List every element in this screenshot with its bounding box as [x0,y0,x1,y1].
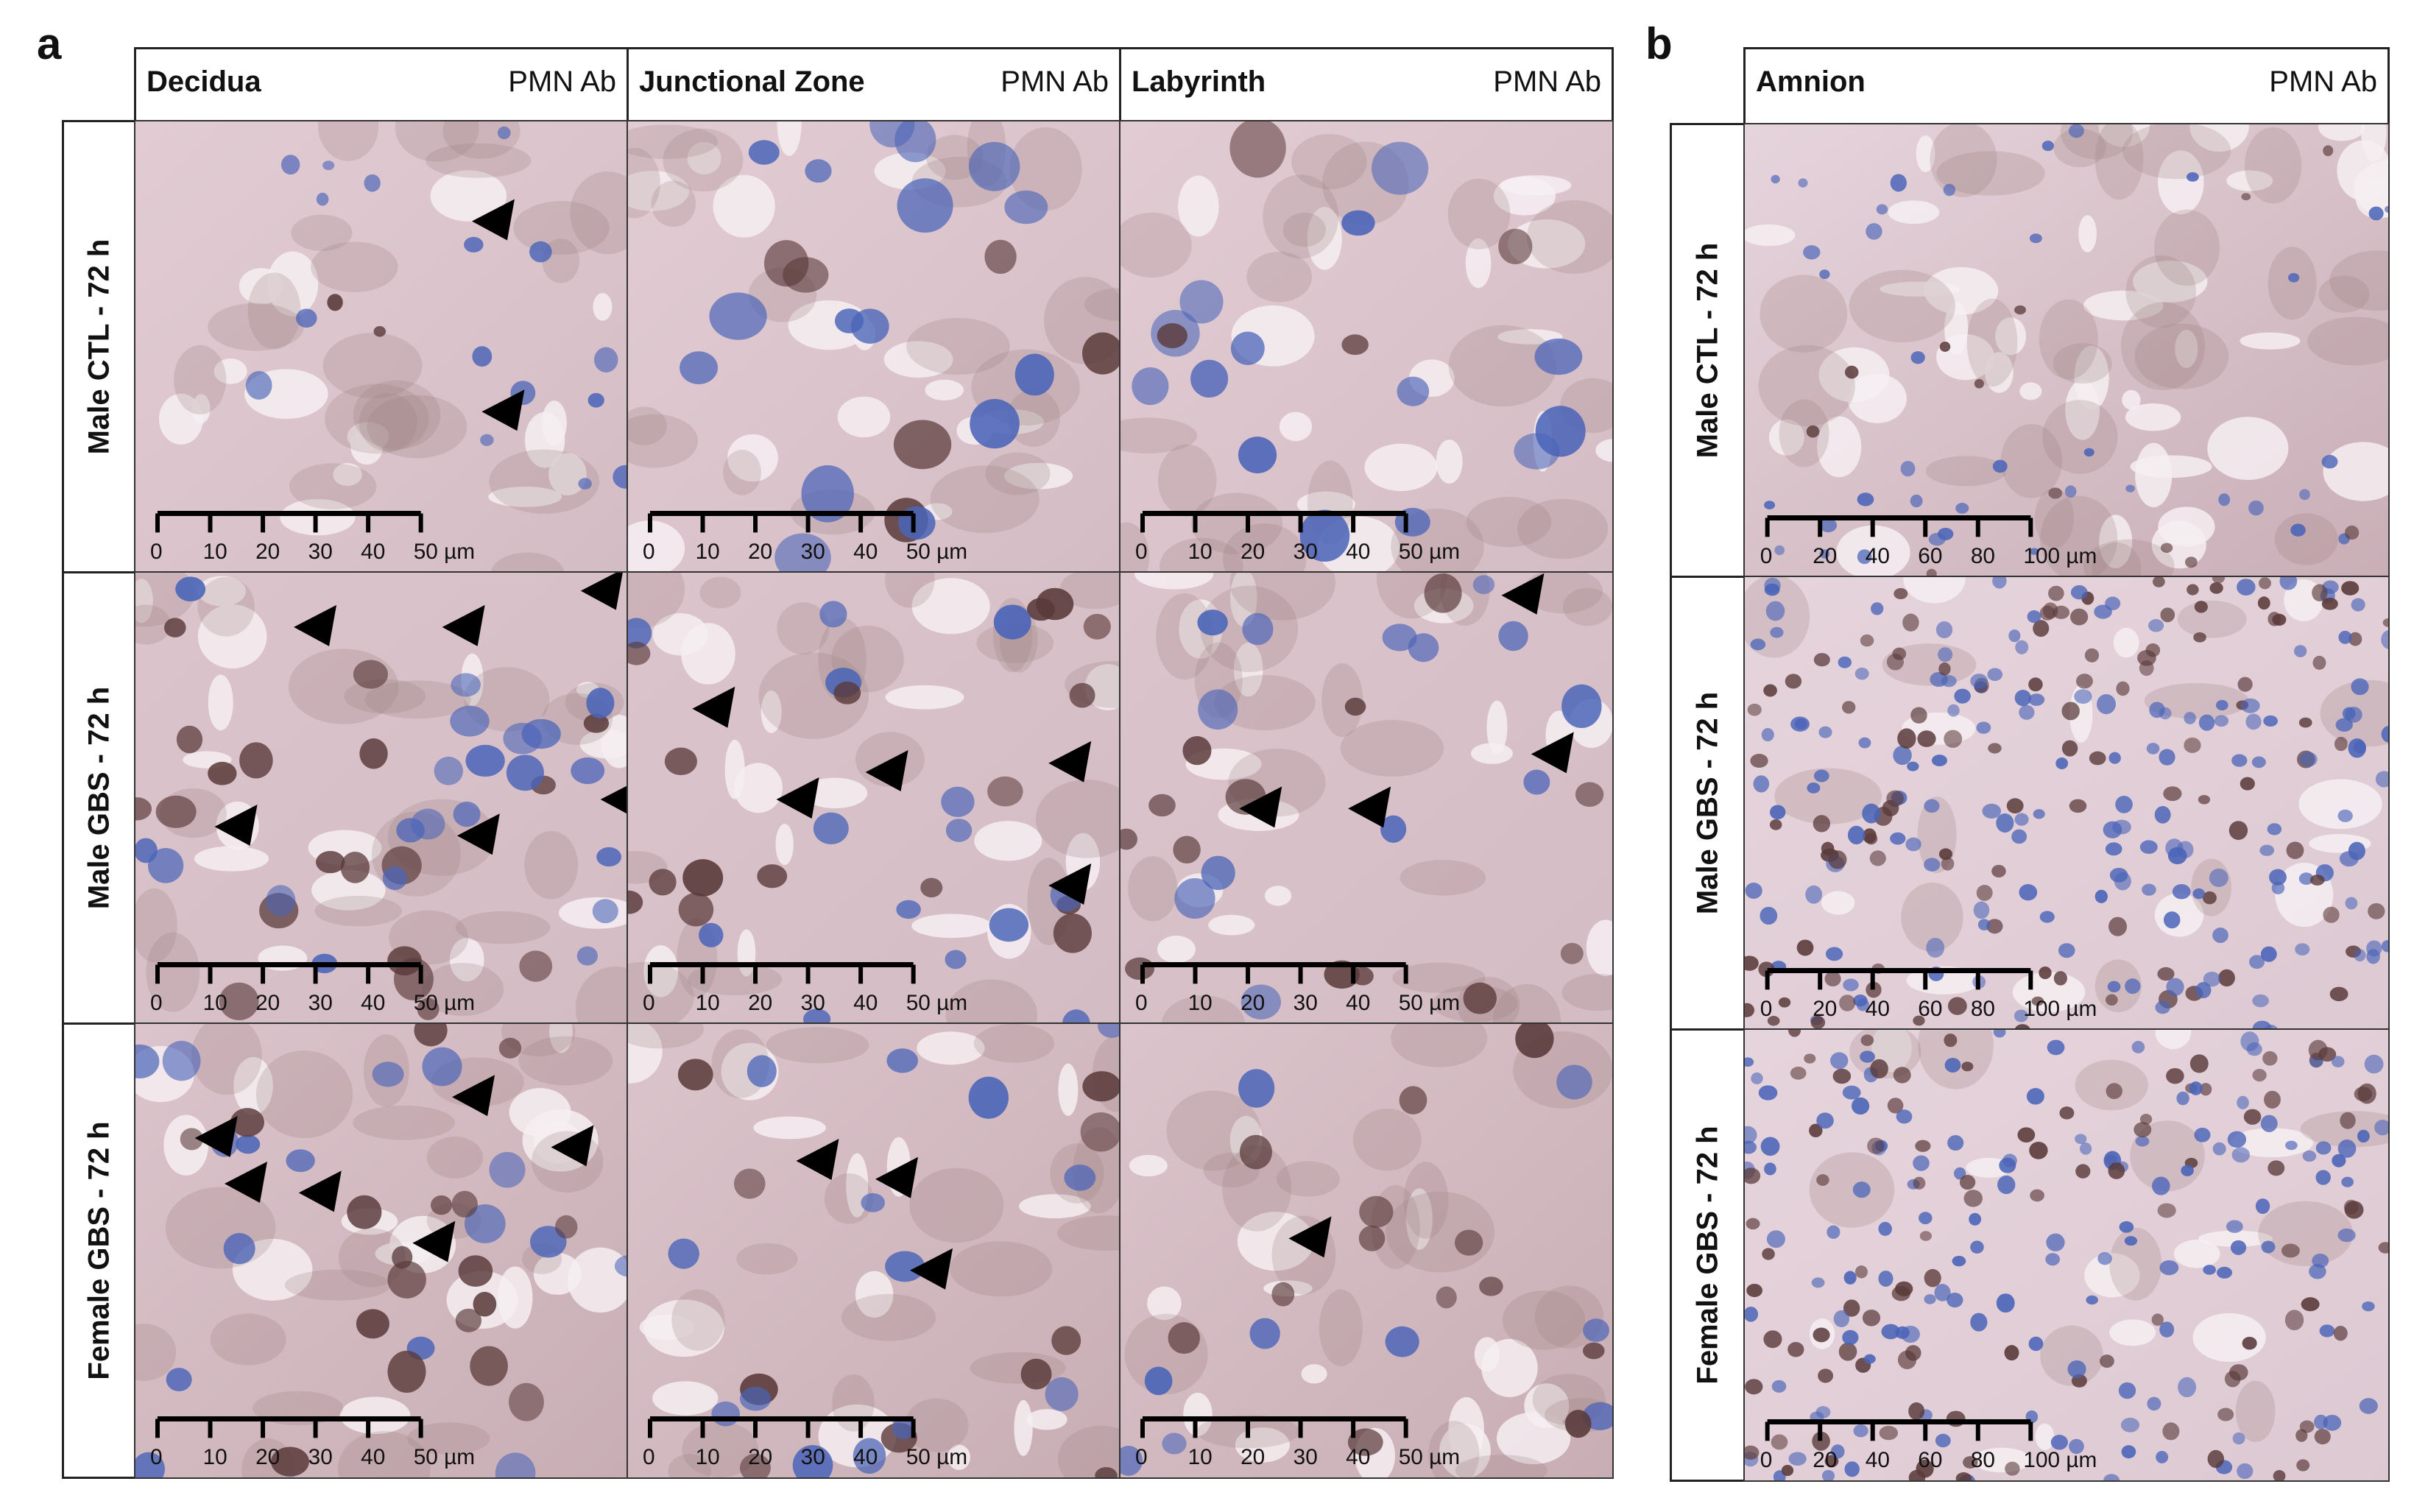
row-label-male-gbs: Male GBS - 72 h [62,571,136,1025]
row-label-text: Male CTL - 72 h [1691,242,1723,459]
arrowhead-marker-icon [298,1170,342,1212]
panel-b-letter: b [1645,19,1673,68]
arrowhead-marker-icon [875,1156,918,1198]
arrowhead-marker-icon [692,686,735,728]
micrograph-image [135,1024,627,1477]
micrograph-image [1120,121,1612,572]
arrowhead-marker-icon [471,199,515,241]
micrograph-image [1745,124,2388,576]
arrowhead-marker-icon [224,1162,267,1203]
arrowhead-marker-icon [452,1075,495,1117]
micrograph-amnion-male-gbs: 0 20 40 60 80 100 µm [1743,576,2390,1031]
col-header-decidua: Decidua PMN Ab [134,47,629,122]
micrograph-decidua-female-gbs: 0 10 20 30 40 50 µm [134,1022,629,1479]
arrowhead-marker-icon [1348,786,1391,828]
arrowhead-marker-icon [776,777,819,819]
col-title: Labyrinth [1132,66,1266,98]
antibody-label: PMN Ab [2269,66,2377,98]
row-label-text: Female GBS - 72 h [1691,1126,1723,1385]
col-title: Decidua [147,66,261,98]
micrograph-junctional-zone-male-ctl: 0 10 20 30 40 50 µm [627,120,1121,573]
b-row-label-male-gbs: Male GBS - 72 h [1670,576,1746,1031]
row-label-text: Male GBS - 72 h [1691,691,1723,915]
arrowhead-marker-icon [600,785,627,814]
b-row-label-female-gbs: Female GBS - 72 h [1670,1028,1746,1482]
col-header-amnion: Amnion PMN Ab [1743,47,2390,125]
micrograph-image [628,573,1120,1023]
arrowhead-marker-icon [412,1220,456,1262]
arrowhead-marker-icon [1501,573,1545,615]
arrowhead-marker-icon [1048,863,1092,905]
micrograph-image [1745,1030,2388,1480]
arrowhead-marker-icon [1239,786,1282,828]
arrowhead-marker-icon [580,573,623,610]
col-title: Amnion [1756,66,1866,98]
micrograph-decidua-male-gbs: 0 10 20 30 40 50 µm [134,571,629,1025]
b-row-label-male-ctl: Male CTL - 72 h [1670,123,1746,578]
micrograph-image [135,121,627,572]
arrowhead-marker-icon [442,604,485,646]
arrowhead-marker-icon [551,1125,594,1167]
arrowhead-marker-icon [796,1139,839,1180]
micrograph-image [1120,1024,1612,1477]
micrograph-image [1120,573,1612,1023]
panel-a-letter: a [37,19,62,68]
micrograph-amnion-female-gbs: 0 20 40 60 80 100 µm [1743,1028,2390,1482]
micrograph-junctional-zone-female-gbs: 0 10 20 30 40 50 µm [627,1022,1121,1479]
arrowhead-marker-icon [214,804,258,846]
col-title: Junctional Zone [639,66,865,98]
arrowhead-marker-icon [865,750,908,792]
row-label-male-ctl: Male CTL - 72 h [62,120,136,573]
arrowhead-marker-icon [456,813,500,855]
arrowhead-marker-icon [910,1248,953,1290]
micrograph-image [1745,577,2388,1029]
row-label-female-gbs: Female GBS - 72 h [62,1022,136,1479]
micrograph-labyrinth-male-ctl: 0 10 20 30 40 50 µm [1119,120,1614,573]
antibody-label: PMN Ab [1493,66,1601,98]
micrograph-labyrinth-female-gbs: 0 10 20 30 40 50 µm [1119,1022,1614,1479]
row-label-text: Male CTL - 72 h [82,239,115,455]
arrowhead-marker-icon [1048,741,1092,783]
antibody-label: PMN Ab [1000,66,1109,98]
micrograph-junctional-zone-male-gbs: 0 10 20 30 40 50 µm [627,571,1121,1025]
col-header-labyrinth: Labyrinth PMN Ab [1119,47,1614,122]
micrograph-image [628,121,1120,572]
antibody-label: PMN Ab [508,66,616,98]
row-label-text: Female GBS - 72 h [82,1121,115,1380]
micrograph-image [628,1024,1120,1477]
arrowhead-marker-icon [294,604,337,646]
micrograph-amnion-male-ctl: 0 20 40 60 80 100 µm [1743,123,2390,578]
arrowhead-marker-icon [1531,732,1574,774]
micrograph-decidua-male-ctl: 0 10 20 30 40 50 µm [134,120,629,573]
micrograph-labyrinth-male-gbs: 0 10 20 30 40 50 µm [1119,571,1614,1025]
micrograph-image [135,573,627,1023]
arrowhead-marker-icon [194,1116,238,1157]
arrowhead-marker-icon [481,389,525,431]
col-header-junctional-zone: Junctional Zone PMN Ab [627,47,1121,122]
arrowhead-marker-icon [1288,1216,1332,1258]
row-label-text: Male GBS - 72 h [82,686,115,910]
